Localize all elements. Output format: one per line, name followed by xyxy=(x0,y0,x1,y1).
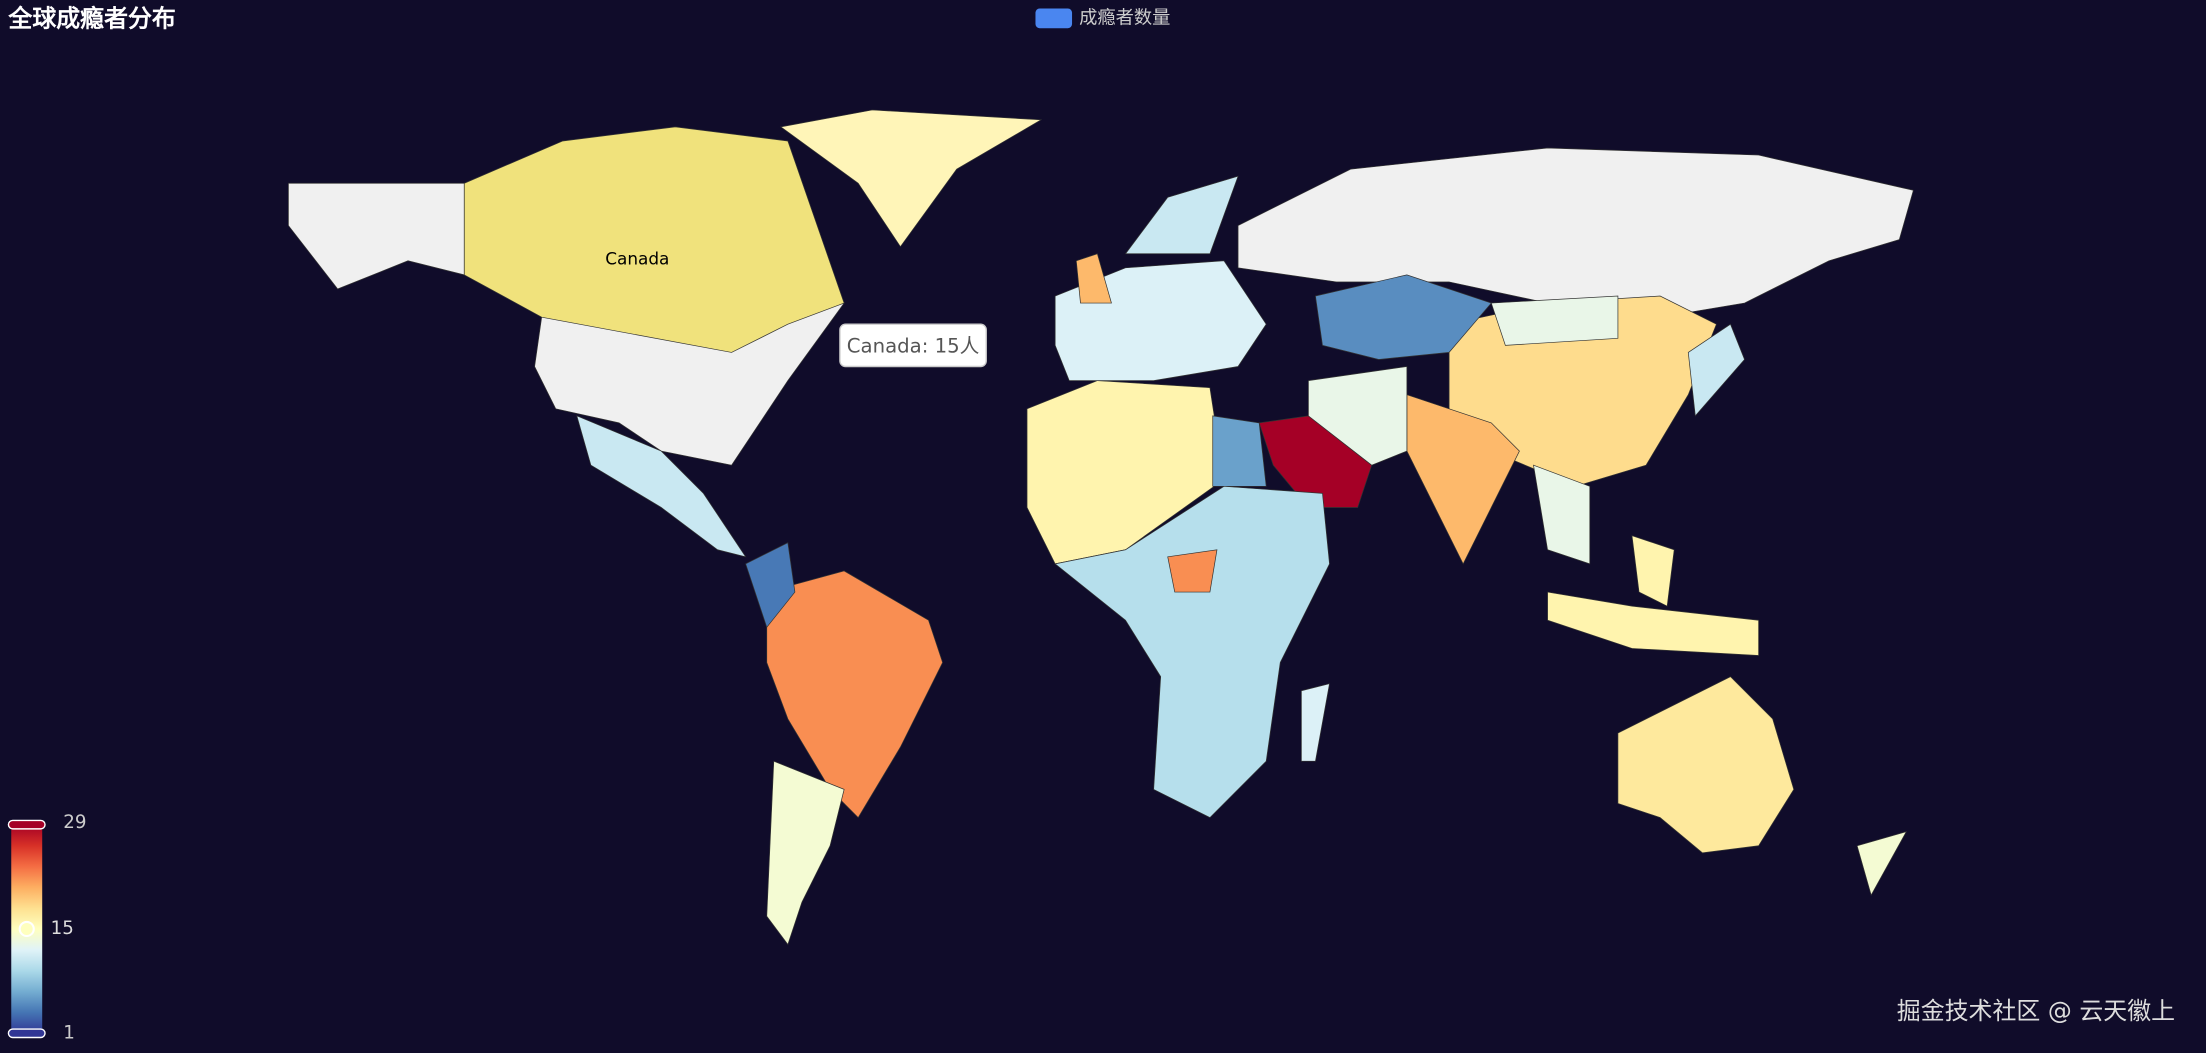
country xyxy=(1406,394,1520,565)
chart-title: 全球成瘾者分布 xyxy=(7,5,175,33)
country xyxy=(463,126,845,353)
country xyxy=(766,570,943,819)
country xyxy=(1315,274,1492,360)
country xyxy=(1212,415,1267,487)
country xyxy=(1301,683,1330,762)
visual-map-indicator-label: 15 xyxy=(51,918,74,939)
country-label: Canada xyxy=(605,248,669,268)
country xyxy=(1075,253,1112,304)
country xyxy=(1687,323,1745,417)
country xyxy=(1054,485,1330,819)
country xyxy=(745,542,796,629)
country xyxy=(1856,831,1908,897)
country xyxy=(576,415,747,558)
country xyxy=(766,760,845,946)
country xyxy=(1167,549,1218,593)
country xyxy=(1547,591,1759,656)
no-data-region xyxy=(779,109,1043,248)
map xyxy=(288,109,1914,946)
country xyxy=(1631,535,1675,607)
visual-map-handle xyxy=(7,1028,46,1039)
country xyxy=(1026,380,1225,565)
tooltip-box xyxy=(839,323,987,368)
legend-label[interactable]: 成瘾者数量 xyxy=(1079,7,1170,28)
tooltip-text: Canada: 15人 xyxy=(847,334,980,357)
visual-map-indicator xyxy=(18,920,35,938)
legend-swatch[interactable] xyxy=(1035,8,1073,29)
watermark: 掘金技术社区 @ 云天徽上 xyxy=(1897,997,2175,1025)
visual-map-min-label: 1 xyxy=(63,1022,75,1043)
visual-map-max-label: 29 xyxy=(63,812,86,833)
country xyxy=(1308,366,1408,466)
country xyxy=(1124,175,1239,255)
country xyxy=(1533,464,1591,565)
country xyxy=(1490,295,1619,346)
visual-map-handle xyxy=(7,819,46,830)
country xyxy=(1617,676,1795,854)
